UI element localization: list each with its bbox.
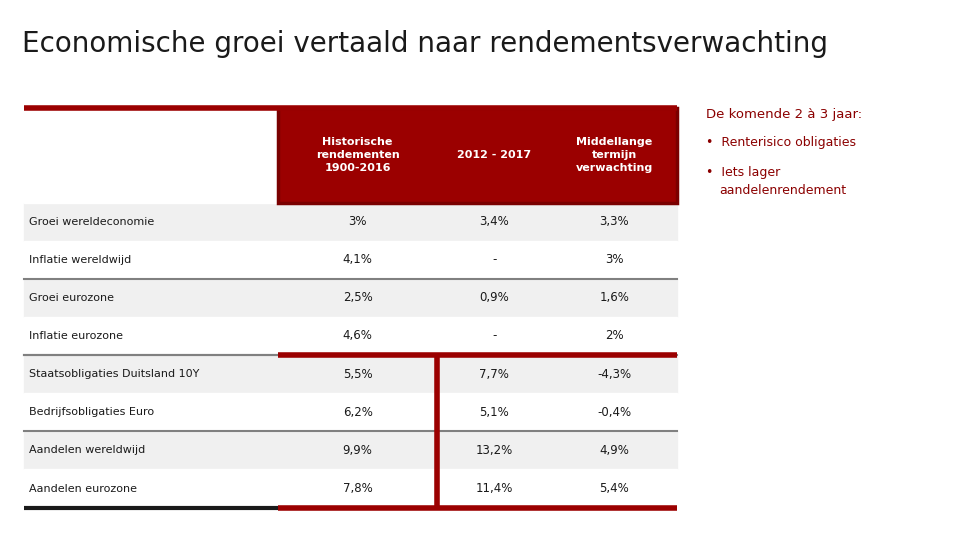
Text: 5,4%: 5,4% — [600, 482, 629, 495]
Text: 2%: 2% — [605, 329, 624, 342]
Text: 5,5%: 5,5% — [343, 368, 372, 381]
Text: -4,3%: -4,3% — [597, 368, 632, 381]
Text: •  Renterisico obligaties: • Renterisico obligaties — [706, 136, 855, 149]
Text: 0,9%: 0,9% — [480, 292, 509, 305]
Text: aandelenrendement: aandelenrendement — [720, 184, 847, 197]
Text: Economische groei vertaald naar rendementsverwachting: Economische groei vertaald naar rendemen… — [22, 30, 828, 58]
Text: -: - — [492, 253, 496, 266]
Text: 1,6%: 1,6% — [599, 292, 630, 305]
Text: Middellange
termijn
verwachting: Middellange termijn verwachting — [576, 137, 653, 173]
Text: Inflatie eurozone: Inflatie eurozone — [29, 331, 123, 341]
Text: 5,1%: 5,1% — [480, 406, 509, 419]
Bar — [24, 317, 677, 355]
Text: Bedrijfsobligaties Euro: Bedrijfsobligaties Euro — [29, 407, 155, 417]
Bar — [24, 241, 677, 279]
Text: 3%: 3% — [605, 253, 624, 266]
Text: 2,5%: 2,5% — [343, 292, 372, 305]
Bar — [24, 469, 677, 508]
Text: 3%: 3% — [348, 215, 367, 228]
Text: 9,9%: 9,9% — [343, 444, 372, 457]
Bar — [24, 393, 677, 431]
Text: 4,9%: 4,9% — [599, 444, 630, 457]
Bar — [24, 108, 278, 202]
Text: 6,2%: 6,2% — [343, 406, 372, 419]
Text: 4,6%: 4,6% — [343, 329, 372, 342]
Text: 7,8%: 7,8% — [343, 482, 372, 495]
Text: Historische
rendementen
1900-2016: Historische rendementen 1900-2016 — [316, 137, 399, 173]
Bar — [278, 108, 677, 202]
Text: 3,3%: 3,3% — [600, 215, 629, 228]
Text: Groei eurozone: Groei eurozone — [29, 293, 114, 303]
Text: De komende 2 à 3 jaar:: De komende 2 à 3 jaar: — [706, 108, 862, 121]
Text: -: - — [492, 329, 496, 342]
Text: Aandelen eurozone: Aandelen eurozone — [29, 483, 137, 494]
Bar — [24, 431, 677, 469]
Bar — [24, 202, 677, 241]
Text: 2012 - 2017: 2012 - 2017 — [457, 150, 532, 160]
Bar — [278, 108, 677, 202]
Text: 13,2%: 13,2% — [476, 444, 513, 457]
Text: 3,4%: 3,4% — [480, 215, 509, 228]
Text: Staatsobligaties Duitsland 10Y: Staatsobligaties Duitsland 10Y — [29, 369, 200, 379]
Text: Groei wereldeconomie: Groei wereldeconomie — [29, 217, 155, 227]
Bar — [24, 279, 677, 317]
Text: Aandelen wereldwijd: Aandelen wereldwijd — [29, 446, 145, 455]
Bar — [24, 355, 677, 393]
Text: 11,4%: 11,4% — [476, 482, 513, 495]
Text: 4,1%: 4,1% — [343, 253, 372, 266]
Text: 7,7%: 7,7% — [479, 368, 510, 381]
Text: -0,4%: -0,4% — [597, 406, 632, 419]
Text: Inflatie wereldwijd: Inflatie wereldwijd — [29, 255, 132, 265]
Text: •  Iets lager: • Iets lager — [706, 166, 780, 179]
